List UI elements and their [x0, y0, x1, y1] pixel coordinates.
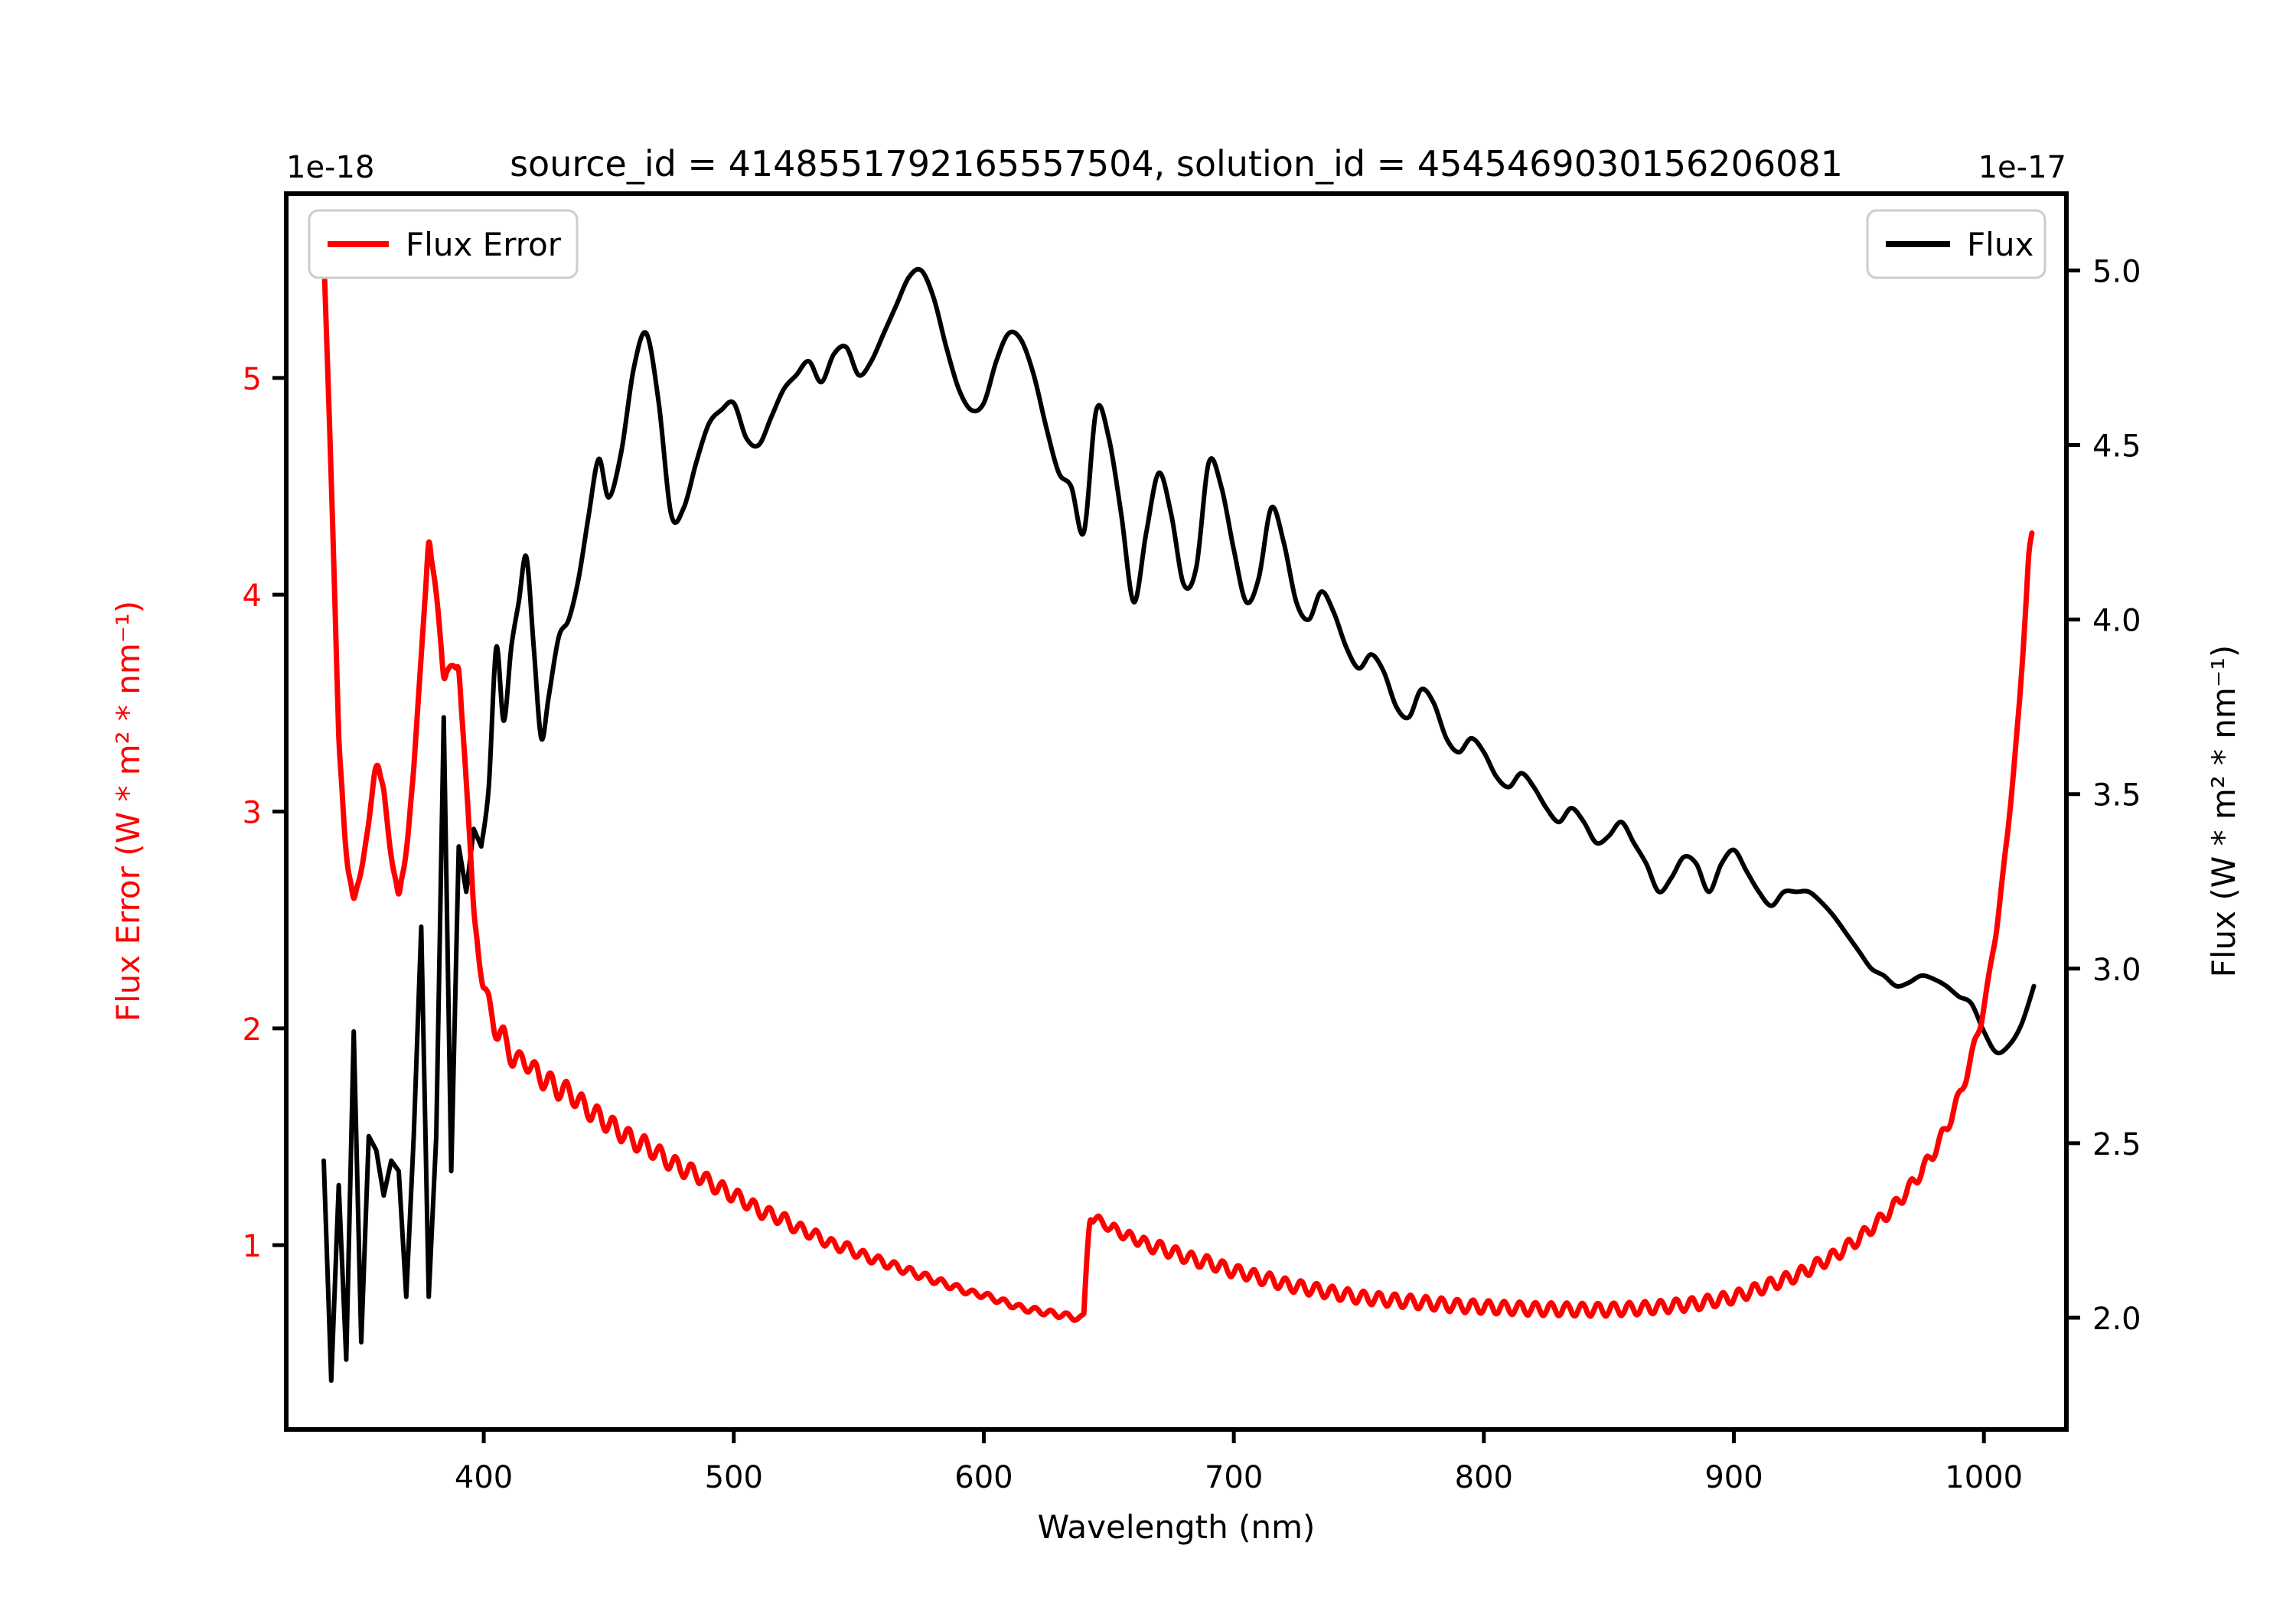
x-tick-label: 700: [1205, 1460, 1263, 1495]
left-y-axis-label: Flux Error (W * m² * nm⁻¹): [109, 601, 147, 1022]
legend-flux-box: [1866, 209, 2047, 279]
right-y-tick-label: 2.5: [2092, 1127, 2141, 1162]
right-y-tick-label: 2.0: [2092, 1302, 2141, 1337]
right-y-axis-ticks: 2.0 2.5 3.0 3.5 4.0 4.5 5.0: [2066, 254, 2141, 1337]
left-y-tick-label: 4: [243, 579, 262, 614]
x-tick-label: 1000: [1945, 1460, 2023, 1495]
x-tick-label: 500: [705, 1460, 763, 1495]
right-y-axis-label: Flux (W * m² * nm⁻¹): [2205, 645, 2242, 978]
right-y-tick-label: 4.5: [2092, 429, 2141, 464]
left-y-tick-label: 1: [243, 1229, 262, 1264]
x-tick-label: 400: [455, 1460, 513, 1495]
right-y-tick-label: 3.0: [2092, 953, 2141, 988]
legend-flux-error[interactable]: Flux Error: [308, 209, 579, 279]
legend-flux-error-label: Flux Error: [406, 226, 562, 263]
left-y-tick-label: 5: [243, 362, 262, 397]
flux-error-line: [321, 249, 2035, 1323]
page-title: source_id = 4148551792165557504, solutio…: [510, 143, 1843, 184]
right-y-tick-label: 4.0: [2092, 604, 2141, 639]
right-y-tick-label: 3.5: [2092, 778, 2141, 813]
left-y-tick-label: 3: [243, 796, 262, 831]
legend-flux[interactable]: Flux: [1866, 209, 2047, 279]
x-tick-label: 600: [954, 1460, 1013, 1495]
x-axis-label: Wavelength (nm): [1038, 1508, 1316, 1546]
left-y-tick-label: 2: [243, 1012, 262, 1048]
x-tick-label: 800: [1455, 1460, 1513, 1495]
x-axis-ticks: 400 500 600 700 800 900 1000: [455, 1429, 2023, 1495]
legend-flux-label: Flux: [1967, 226, 2033, 263]
right-axis-offset-text: 1e-17: [1978, 150, 2066, 185]
legend-flux-error-box: [308, 209, 579, 279]
left-axis-offset-text: 1e-18: [286, 150, 374, 185]
flux-line: [321, 266, 2037, 1384]
left-y-axis-ticks: 1 2 3 4 5: [243, 362, 286, 1264]
x-tick-label: 900: [1704, 1460, 1763, 1495]
right-y-tick-label: 5.0: [2092, 254, 2141, 289]
